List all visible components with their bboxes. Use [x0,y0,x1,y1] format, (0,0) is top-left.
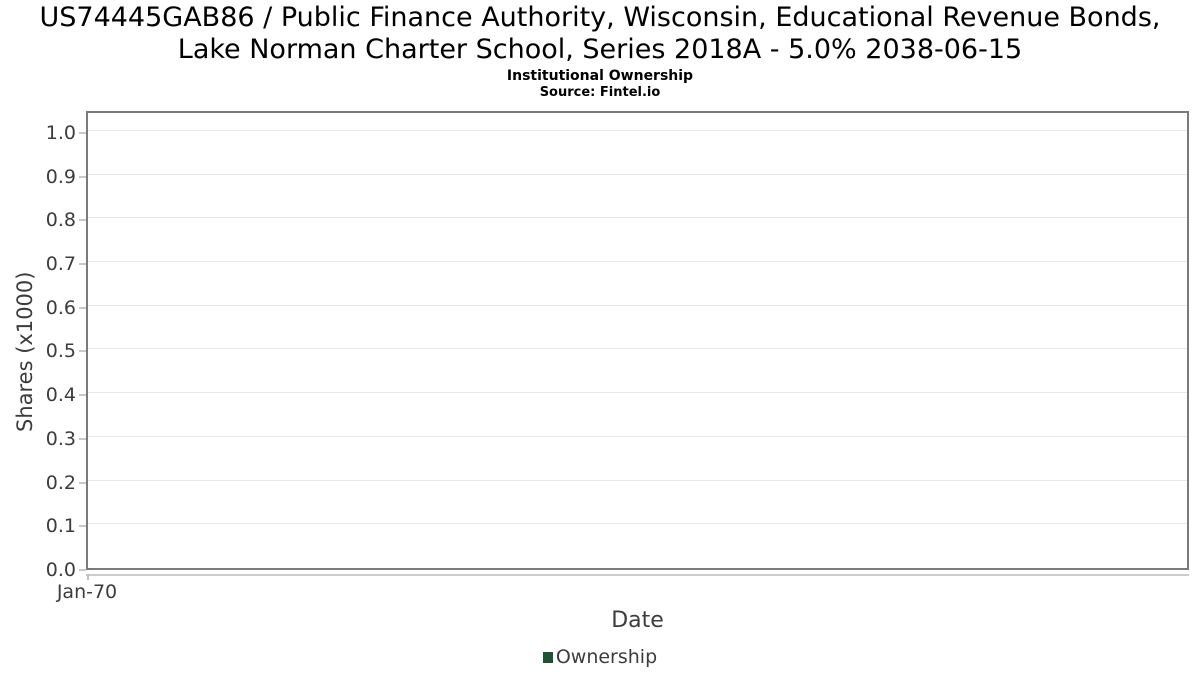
y-axis-tick-label: 0.6 [45,296,76,319]
y-axis-tick-label: 0.7 [45,253,76,275]
y-axis-tick-label: 0.9 [45,165,76,188]
legend-marker-ownership [542,651,553,663]
y-axis-tick-mark [79,175,86,178]
y-axis-tick-label: 0.2 [45,471,76,494]
chart-source: Source: Fintel.io [539,85,661,100]
y-axis-tick-label: 0.0 [45,559,76,581]
y-axis-tick-label: 0.3 [45,427,76,450]
y-axis-tick-mark [79,131,86,134]
y-gridline [88,523,1187,525]
chart-subtitle: Institutional Ownership [506,68,694,84]
y-axis-tick-mark [79,394,86,397]
y-axis-tick-label: 0.5 [45,340,76,363]
x-axis-tick-label: Jan-70 [56,581,118,603]
y-gridline [88,392,1187,394]
chart-title-line-1: US74445GAB86 / Public Finance Authority,… [39,2,1161,33]
y-gridline [88,479,1187,481]
plot-area [86,111,1189,570]
y-axis-tick-label: 1.0 [45,121,76,144]
y-gridline [88,217,1187,219]
y-axis-tick-mark [79,525,86,528]
y-axis-tick-mark [79,569,86,571]
y-axis-tick-label: 0.1 [45,515,76,538]
legend: Ownership [0,646,1200,668]
y-axis-tick-label: 0.8 [45,209,76,232]
y-gridline [88,348,1187,350]
x-axis-label: Date [611,608,664,633]
x-axis-tick-mark [87,574,89,580]
y-axis-tick-mark [79,219,86,222]
y-gridline [88,173,1187,175]
y-gridline [88,261,1187,262]
chart-title-line-2: Lake Norman Charter School, Series 2018A… [177,34,1023,65]
legend-label-ownership: Ownership [555,646,658,668]
y-gridline [88,129,1187,131]
y-gridline [88,304,1187,306]
y-axis-tick-mark [79,481,86,484]
y-axis-tick-mark [79,306,86,309]
x-axis-line [86,574,1189,576]
y-gridline [88,435,1187,437]
chart-title: US74445GAB86 / Public Finance Authority,… [0,2,1200,66]
y-axis-tick-mark [79,437,86,440]
y-axis-tick-label: 0.4 [45,384,76,407]
y-axis-tick-mark [79,263,86,265]
y-axis-tick-mark [79,350,86,353]
